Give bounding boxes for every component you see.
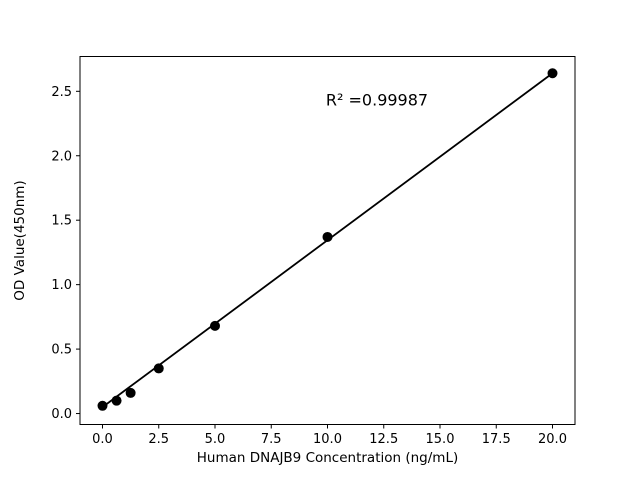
data-point bbox=[322, 231, 333, 242]
data-point bbox=[153, 363, 164, 374]
y-axis-tick-label: 0.0 bbox=[51, 407, 72, 422]
y-axis-tick-label: 0.5 bbox=[51, 343, 72, 358]
x-axis-tick-label: 7.5 bbox=[261, 432, 282, 447]
data-point bbox=[125, 387, 136, 398]
x-axis-tick-label: 15.0 bbox=[426, 432, 455, 447]
x-axis-tick-label: 0.0 bbox=[92, 432, 113, 447]
data-point bbox=[111, 395, 122, 406]
data-point bbox=[547, 68, 558, 79]
x-axis-tick-label: 12.5 bbox=[369, 432, 398, 447]
y-axis-tick-label: 1.0 bbox=[51, 278, 72, 293]
r-squared-annotation: R² =0.99987 bbox=[326, 90, 428, 109]
x-axis-tick-label: 2.5 bbox=[148, 432, 169, 447]
x-axis-tick-label: 20.0 bbox=[538, 432, 567, 447]
x-axis-tick-label: 10.0 bbox=[313, 432, 342, 447]
y-axis-tick-label: 2.0 bbox=[51, 149, 72, 164]
data-point bbox=[210, 320, 220, 331]
x-axis-label: Human DNAJB9 Concentration (ng/mL) bbox=[197, 450, 459, 466]
y-axis-label: OD Value(450nm) bbox=[12, 180, 28, 300]
data-point bbox=[97, 400, 108, 411]
x-axis-tick-label: 17.5 bbox=[482, 432, 511, 447]
y-axis-tick-label: 1.5 bbox=[51, 214, 72, 229]
x-axis-tick-label: 5.0 bbox=[205, 432, 226, 447]
y-axis-tick-label: 2.5 bbox=[51, 85, 72, 100]
